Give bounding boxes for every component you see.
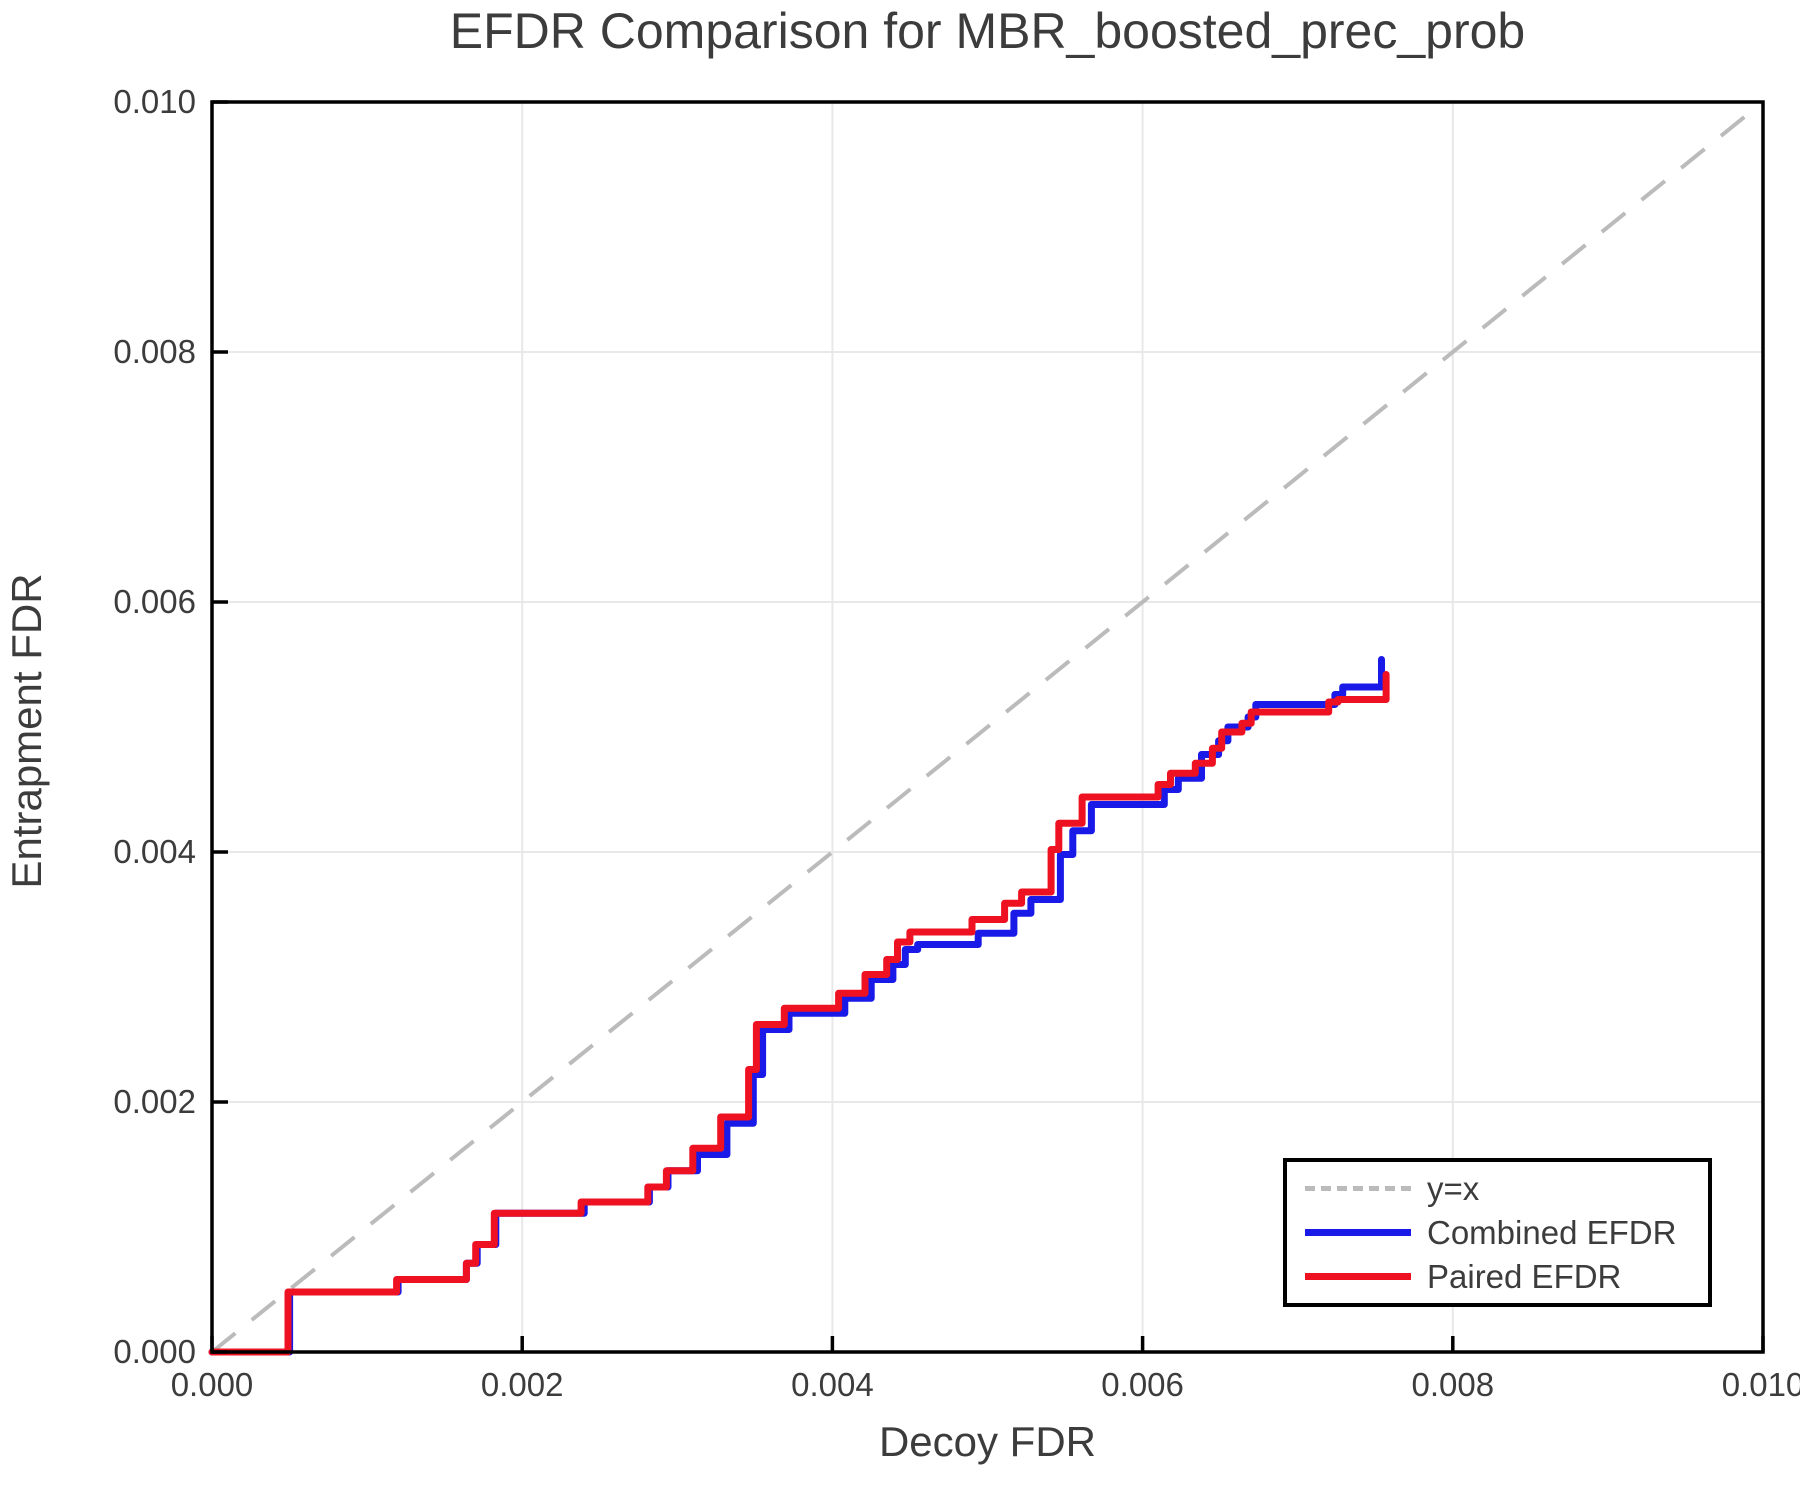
x-tick-label: 0.002	[480, 1366, 564, 1403]
x-tick-label: 0.010	[1721, 1366, 1800, 1403]
x-tick-label: 0.008	[1411, 1366, 1495, 1403]
legend-label-paired-efdr: Paired EFDR	[1427, 1257, 1622, 1295]
identity-line-swatch	[1305, 1186, 1411, 1191]
x-tick-label: 0.004	[791, 1366, 874, 1403]
y-tick-label: 0.008	[113, 333, 196, 370]
legend-row-combined-efdr: Combined EFDR	[1305, 1213, 1708, 1253]
y-tick-label: 0.002	[113, 1083, 196, 1120]
y-tick-label: 0.004	[113, 833, 196, 870]
x-tick-label: 0.000	[170, 1366, 254, 1403]
legend-row-paired-efdr: Paired EFDR	[1305, 1257, 1708, 1297]
y-tick-label: 0.006	[113, 583, 196, 620]
y-tick-label: 0.010	[113, 83, 196, 120]
chart-title: EFDR Comparison for MBR_boosted_prec_pro…	[449, 3, 1526, 59]
y-tick-label: 0.000	[113, 1333, 196, 1370]
x-axis-label: Decoy FDR	[878, 1418, 1097, 1465]
identity-line	[210, 100, 1765, 1354]
legend: y=x Combined EFDR Paired EFDR	[1283, 1158, 1712, 1307]
series-line-paired-efdr	[208, 671, 1390, 1356]
plot-frame	[210, 100, 1765, 1354]
legend-row-identity: y=x	[1305, 1169, 1708, 1209]
legend-label-combined-efdr: Combined EFDR	[1427, 1213, 1677, 1251]
y-axis-label: Entrapment FDR	[3, 573, 50, 889]
x-tick-label: 0.006	[1101, 1366, 1184, 1403]
combined-efdr-swatch	[1305, 1229, 1411, 1236]
legend-label-identity: y=x	[1427, 1169, 1480, 1207]
paired-efdr-swatch	[1305, 1273, 1411, 1280]
